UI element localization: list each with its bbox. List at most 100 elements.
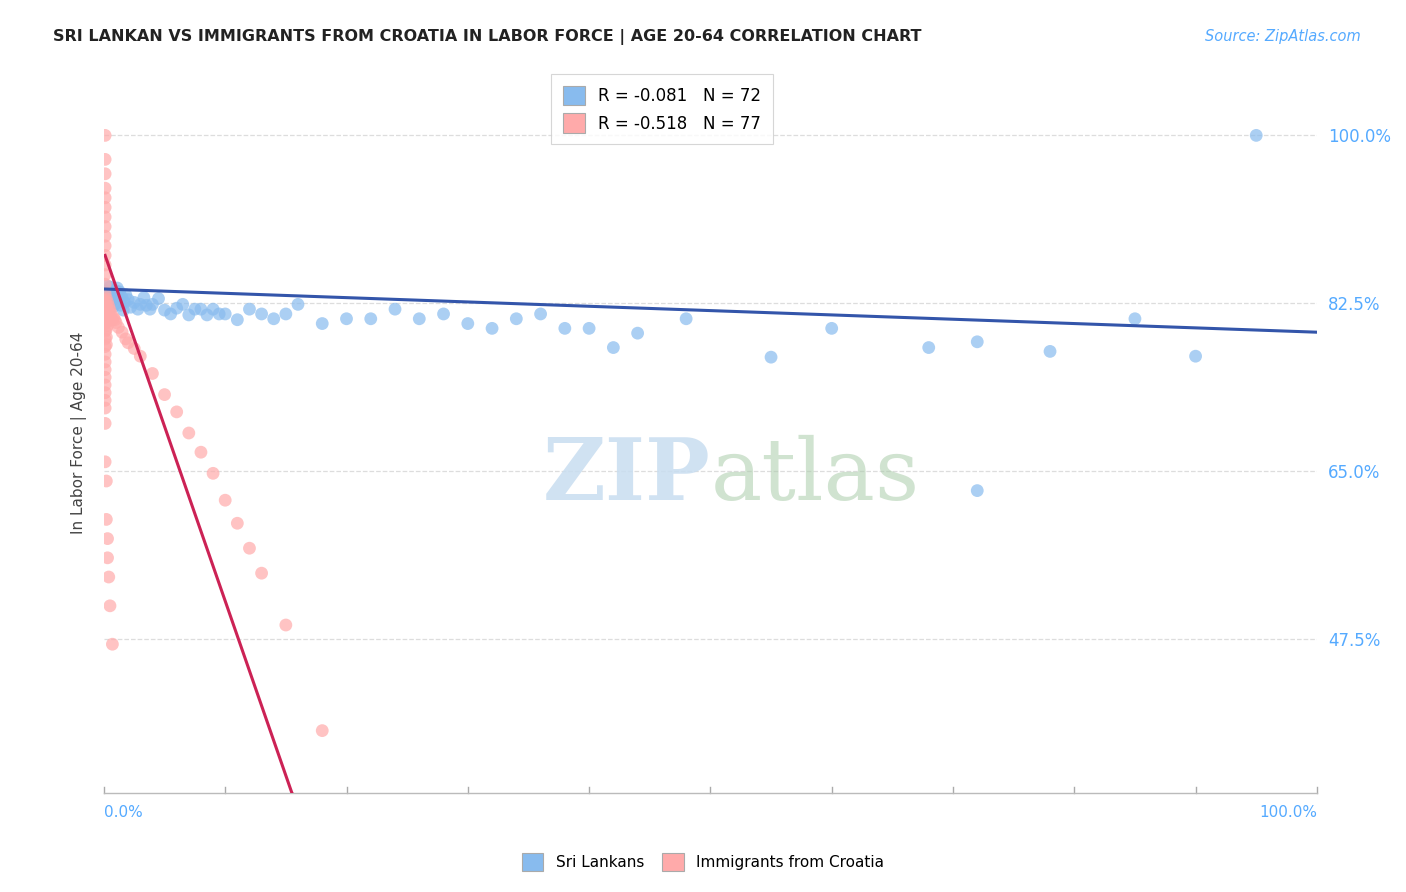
Point — [105, 284, 128, 298]
Point — [105, 296, 128, 310]
Text: SRI LANKAN VS IMMIGRANTS FROM CROATIA IN LABOR FORCE | AGE 20-64 CORRELATION CHA: SRI LANKAN VS IMMIGRANTS FROM CROATIA IN… — [53, 29, 922, 45]
Text: 0.0%: 0.0% — [104, 805, 142, 820]
Point — [602, 341, 624, 355]
Point — [96, 315, 118, 329]
Point — [139, 302, 162, 317]
Point — [1244, 128, 1267, 143]
Point — [360, 311, 382, 326]
Point — [141, 367, 163, 381]
Point — [117, 335, 139, 350]
Point — [98, 280, 121, 294]
Point — [103, 310, 125, 325]
Point — [135, 298, 157, 312]
Point — [114, 295, 136, 310]
Point — [98, 310, 121, 325]
Point — [96, 307, 118, 321]
Point — [129, 297, 152, 311]
Point — [117, 293, 139, 307]
Point — [112, 303, 135, 318]
Point — [190, 302, 212, 317]
Point — [94, 153, 117, 167]
Point — [94, 219, 117, 234]
Point — [274, 307, 297, 321]
Point — [238, 302, 260, 317]
Point — [105, 281, 128, 295]
Point — [96, 279, 118, 293]
Point — [505, 311, 527, 326]
Point — [120, 300, 142, 314]
Point — [111, 325, 134, 339]
Text: Source: ZipAtlas.com: Source: ZipAtlas.com — [1205, 29, 1361, 44]
Point — [101, 286, 124, 301]
Point — [96, 512, 118, 526]
Point — [148, 292, 170, 306]
Point — [1184, 349, 1206, 363]
Point — [432, 307, 454, 321]
Point — [98, 599, 121, 613]
Point — [384, 302, 406, 317]
Point — [153, 387, 176, 401]
Point — [96, 330, 118, 344]
Point — [129, 349, 152, 363]
Point — [122, 295, 145, 310]
Point — [108, 285, 131, 299]
Point — [250, 566, 273, 581]
Point — [96, 322, 118, 336]
Point — [759, 350, 782, 364]
Point — [250, 307, 273, 321]
Point — [94, 210, 117, 224]
Point — [94, 293, 117, 308]
Point — [1039, 344, 1062, 359]
Point — [94, 332, 117, 346]
Point — [311, 723, 333, 738]
Point — [94, 355, 117, 369]
Point — [98, 303, 121, 318]
Point — [96, 299, 118, 313]
Point — [184, 302, 207, 317]
Point — [127, 302, 149, 317]
Point — [97, 307, 120, 321]
Point — [107, 290, 129, 304]
Point — [94, 258, 117, 272]
Point — [97, 570, 120, 584]
Point — [311, 317, 333, 331]
Point — [626, 326, 648, 340]
Point — [166, 405, 188, 419]
Point — [97, 299, 120, 313]
Point — [94, 324, 117, 338]
Point — [214, 307, 236, 321]
Point — [111, 291, 134, 305]
Legend: R = -0.081   N = 72, R = -0.518   N = 77: R = -0.081 N = 72, R = -0.518 N = 77 — [551, 74, 772, 145]
Point — [214, 493, 236, 508]
Point — [96, 294, 118, 309]
Point — [96, 532, 118, 546]
Point — [96, 310, 118, 325]
Point — [172, 297, 194, 311]
Point — [114, 287, 136, 301]
Point — [107, 320, 129, 334]
Point — [94, 301, 117, 316]
Point — [94, 248, 117, 262]
Point — [94, 239, 117, 253]
Point — [177, 425, 200, 440]
Point — [101, 312, 124, 326]
Point — [94, 317, 117, 331]
Point — [821, 321, 844, 335]
Point — [141, 297, 163, 311]
Point — [408, 311, 430, 326]
Point — [208, 307, 231, 321]
Point — [94, 378, 117, 392]
Point — [98, 291, 121, 305]
Point — [114, 332, 136, 346]
Legend: Sri Lankans, Immigrants from Croatia: Sri Lankans, Immigrants from Croatia — [516, 847, 890, 877]
Point — [966, 483, 988, 498]
Point — [94, 393, 117, 408]
Point — [287, 297, 309, 311]
Point — [94, 417, 117, 431]
Point — [238, 541, 260, 556]
Point — [96, 337, 118, 351]
Point — [335, 311, 357, 326]
Point — [94, 340, 117, 354]
Point — [96, 550, 118, 565]
Point — [94, 309, 117, 323]
